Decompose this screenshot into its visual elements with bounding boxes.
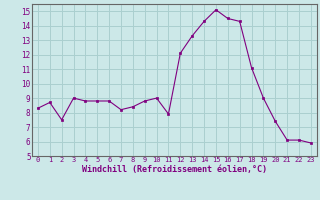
X-axis label: Windchill (Refroidissement éolien,°C): Windchill (Refroidissement éolien,°C) <box>82 165 267 174</box>
